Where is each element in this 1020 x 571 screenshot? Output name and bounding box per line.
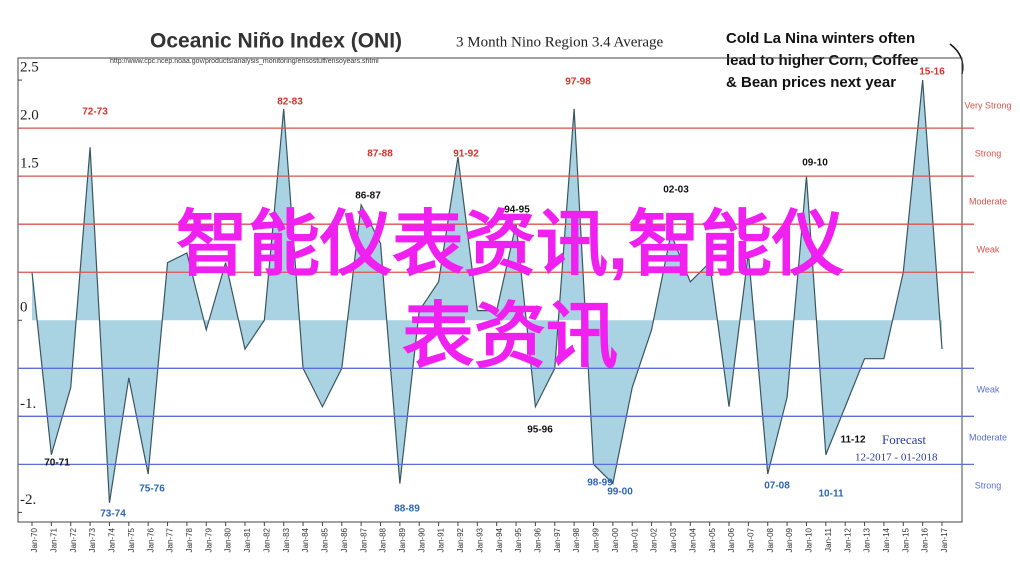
area <box>32 80 942 503</box>
event-label: 91-92 <box>453 149 479 160</box>
x-tick-label: Jan-01 <box>630 527 639 552</box>
x-tick-label: Jan-79 <box>204 527 213 552</box>
x-tick-label: Jan-84 <box>301 527 310 552</box>
threshold-label: Weak <box>977 245 1000 255</box>
x-tick-label: Jan-72 <box>69 527 78 552</box>
x-tick-label: Jan-81 <box>243 527 252 552</box>
x-tick-label: Jan-71 <box>49 527 58 552</box>
event-label: 09-10 <box>802 158 828 169</box>
x-tick-label: Jan-11 <box>824 527 833 551</box>
event-label: 95-96 <box>527 425 553 436</box>
threshold-label: Very Strong <box>964 101 1011 111</box>
x-tick-label: Jan-83 <box>282 527 291 552</box>
y-tick-label: -1. <box>20 396 36 412</box>
chart-title: Oceanic Niño Index (ONI) <box>150 30 402 53</box>
event-label: 15-16 <box>919 67 945 78</box>
event-label: 11-12 <box>840 435 865 446</box>
x-tick-label: Jan-16 <box>921 527 930 552</box>
forecast-label: 12-2017 - 01-2018 <box>855 452 938 464</box>
event-label: 98-99 <box>587 478 613 489</box>
callout-arrow <box>949 43 964 75</box>
x-tick-label: Jan-99 <box>592 527 601 552</box>
x-tick-label: Jan-96 <box>534 527 543 552</box>
threshold-label: Strong <box>975 481 1002 491</box>
x-tick-label: Jan-75 <box>127 527 136 552</box>
x-tick-label: Jan-07 <box>746 527 755 552</box>
threshold-label: Strong <box>975 149 1002 159</box>
x-tick-label: Jan-12 <box>843 527 852 552</box>
threshold-label: Moderate <box>969 433 1007 443</box>
x-tick-label: Jan-77 <box>166 527 175 552</box>
event-label: 94-95 <box>504 205 530 216</box>
x-tick-label: Jan-95 <box>514 527 523 552</box>
x-tick-label: Jan-74 <box>108 527 117 552</box>
x-tick-label: Jan-90 <box>417 527 426 552</box>
threshold-label: Weak <box>977 385 1000 395</box>
x-tick-label: Jan-05 <box>708 527 717 552</box>
x-tick-label: Jan-70 <box>30 527 39 552</box>
x-tick-label: Jan-15 <box>901 527 910 552</box>
x-tick-label: Jan-76 <box>146 527 155 552</box>
event-label: 88-89 <box>394 504 420 515</box>
event-label: 73-74 <box>100 509 126 520</box>
event-label: 72-73 <box>82 107 108 118</box>
event-label: 10-11 <box>818 489 843 500</box>
event-label: 87-88 <box>367 149 393 160</box>
y-tick-label: 2.0 <box>20 108 39 124</box>
x-tick-label: Jan-02 <box>650 527 659 552</box>
x-tick-label: Jan-87 <box>359 527 368 552</box>
event-label: 75-76 <box>139 484 165 495</box>
x-tick-label: Jan-00 <box>611 527 620 552</box>
x-tick-label: Jan-85 <box>321 527 330 552</box>
x-tick-label: Jan-73 <box>88 527 97 552</box>
x-tick-label: Jan-89 <box>398 527 407 552</box>
x-tick-label: Jan-92 <box>456 527 465 552</box>
x-tick-label: Jan-98 <box>572 527 581 552</box>
threshold-label: Moderate <box>969 197 1007 207</box>
event-label: 07-08 <box>764 481 790 492</box>
x-tick-label: Jan-86 <box>340 527 349 552</box>
x-tick-label: Jan-10 <box>805 527 814 552</box>
overlay-text: 表资讯 <box>402 297 618 377</box>
x-tick-label: Jan-13 <box>863 527 872 552</box>
event-label: 97-98 <box>565 77 591 88</box>
x-tick-label: Jan-06 <box>727 527 736 552</box>
event-label: 82-83 <box>277 97 303 108</box>
x-tick-label: Jan-82 <box>262 527 271 552</box>
x-tick-label: Jan-88 <box>379 527 388 552</box>
x-tick-label: Jan-97 <box>553 527 562 552</box>
y-tick-label: -2. <box>20 492 36 508</box>
line <box>31 80 943 503</box>
x-tick-label: Jan-08 <box>766 527 775 552</box>
source: http://www.cpc.ncep.noaa.gov/products/an… <box>110 58 379 65</box>
x-tick-label: Jan-03 <box>669 527 678 552</box>
callout: lead to higher Corn, Coffee <box>726 52 919 69</box>
y-tick-label: 2.5 <box>20 60 39 76</box>
overlay-text: 智能仪表资讯,智能仪 <box>176 205 844 285</box>
event-label: 99-00 <box>607 487 633 498</box>
event-label: 02-03 <box>663 185 689 196</box>
plot: -2. -1. 0 1.5 2.0 2.5 Very Strong Strong Moderat… <box>17 57 1012 552</box>
x-tick-label: Jan-80 <box>224 527 233 552</box>
x-tick-label: Jan-94 <box>495 527 504 552</box>
x-tick-label: Jan-78 <box>185 527 194 552</box>
x-tick-label: Jan-91 <box>437 527 446 552</box>
y-tick-label: 0 <box>20 300 28 316</box>
event-label: 70-71 <box>44 458 70 469</box>
callout: & Bean prices next year <box>726 74 896 91</box>
x-tick-label: Jan-93 <box>475 527 484 552</box>
x-tick-label: Jan-14 <box>882 527 891 552</box>
forecast-label: Forecast <box>882 432 926 447</box>
event-label: 86-87 <box>355 191 381 202</box>
x-tick-label: Jan-09 <box>785 527 794 552</box>
chart-subtitle: 3 Month Nino Region 3.4 Average <box>456 34 664 50</box>
callout: Cold La Nina winters often <box>726 30 915 47</box>
x-tick-label: Jan-17 <box>940 527 949 552</box>
x-tick-label: Jan-04 <box>688 527 697 552</box>
plot-frame <box>17 57 963 523</box>
y-tick-label: 1.5 <box>20 156 39 172</box>
